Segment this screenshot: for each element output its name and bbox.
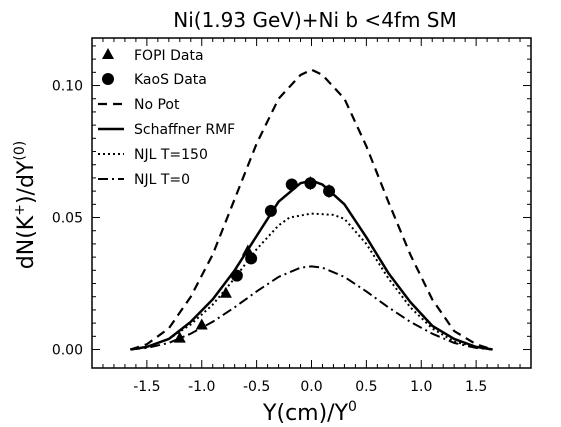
x-axis-label: Y(cm)/Y0: [262, 399, 357, 426]
legend-label-no-pot: No Pot: [134, 97, 180, 113]
legend-marker-kaos-data: [102, 73, 114, 85]
x-axis-ticks: [91, 38, 532, 368]
series-layer: [130, 68, 493, 351]
x-tick-label: -1.5: [133, 379, 160, 395]
y-axis-label-middle: )/dY: [14, 160, 39, 204]
legend-label-schaffner-rmf: Schaffner RMF: [134, 122, 235, 138]
y-axis-label-superscript-2: (0): [12, 141, 28, 161]
x-axis-tick-labels: -1.5 -1.0 -0.5 0.0 0.5 1.0 1.5: [133, 379, 487, 395]
legend-label-fopi-data: FOPI Data: [134, 48, 204, 64]
legend-label-njl-t150: NJL T=150: [134, 147, 208, 163]
legend: FOPI Data KaoS Data No Pot Schaffner RMF…: [98, 48, 235, 188]
x-tick-label: -0.5: [243, 379, 270, 395]
legend-item-fopi-data: FOPI Data: [102, 48, 204, 64]
legend-label-kaos-data: KaoS Data: [134, 72, 207, 88]
y-axis-tick-labels: 0.00 0.05 0.10: [52, 79, 83, 359]
point-kaos-data: [245, 252, 258, 265]
x-tick-label: 0.0: [300, 379, 322, 395]
legend-item-schaffner-rmf: Schaffner RMF: [98, 122, 235, 138]
series-line-njl-t-0: [130, 265, 493, 351]
y-tick-label: 0.05: [52, 211, 83, 227]
series-line-schaffner-rmf: [130, 179, 493, 351]
point-fopi-data: [173, 331, 186, 343]
legend-marker-fopi-data: [102, 48, 114, 59]
legend-label-njl-t0: NJL T=0: [134, 172, 190, 188]
x-tick-label: 1.0: [410, 379, 432, 395]
legend-item-kaos-data: KaoS Data: [102, 72, 207, 88]
x-tick-label: 1.5: [465, 379, 487, 395]
chart-title: Ni(1.93 GeV)+Ni b <4fm SM: [173, 8, 457, 32]
point-kaos-data: [323, 185, 336, 198]
y-axis-ticks: [92, 45, 531, 351]
legend-item-njl-t150: NJL T=150: [98, 147, 208, 163]
x-axis-label-main: Y(cm)/Y: [262, 401, 349, 426]
legend-item-no-pot: No Pot: [98, 97, 180, 113]
point-kaos-data: [304, 177, 317, 190]
legend-item-njl-t0: NJL T=0: [98, 172, 190, 188]
x-tick-label: -1.0: [188, 379, 215, 395]
series-line-njl-t-150: [130, 212, 493, 351]
y-axis-label-superscript-1: +: [12, 204, 28, 216]
point-fopi-data: [219, 286, 232, 298]
point-kaos-data: [230, 269, 243, 282]
x-tick-label: 0.5: [355, 379, 377, 395]
x-axis-label-superscript: 0: [348, 399, 357, 415]
y-axis-label: dN(K+)/dY(0): [12, 141, 39, 269]
series-line-no-pot: [130, 68, 493, 351]
point-kaos-data: [285, 178, 298, 191]
y-axis-label-main: dN(K: [14, 215, 39, 269]
y-tick-label: 0.10: [52, 79, 83, 95]
point-kaos-data: [264, 204, 277, 217]
y-tick-label: 0.00: [52, 343, 83, 359]
point-fopi-data: [195, 318, 208, 330]
